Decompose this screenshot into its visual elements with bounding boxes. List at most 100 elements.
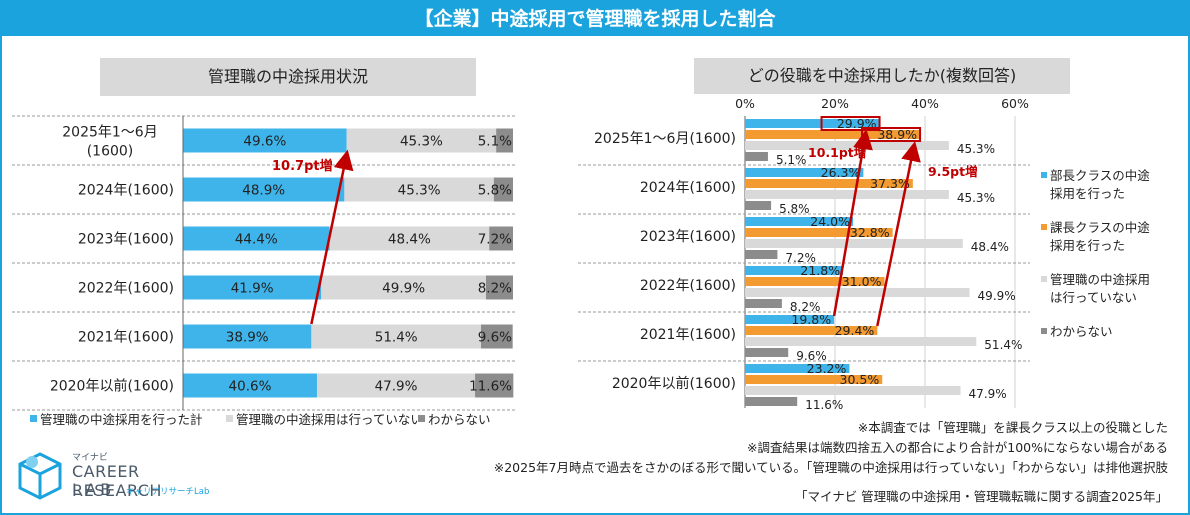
legend-label: 採用を行った <box>1050 186 1125 201</box>
logo-line4: キャリアリサーチLab <box>126 487 210 497</box>
legend-swatch <box>30 415 37 422</box>
bar-value-label: 7.2% <box>478 232 512 248</box>
bar <box>745 217 853 226</box>
bar-segment <box>475 373 514 398</box>
bar <box>745 152 768 161</box>
bar-value-label: 49.9% <box>978 289 1016 303</box>
bar-segment <box>183 128 347 153</box>
bar <box>745 326 878 335</box>
bar <box>745 250 778 259</box>
category-label: 2025年1～6月 <box>62 125 157 141</box>
category-label: 2020年以前(1600) <box>50 378 174 395</box>
bar-value-label: 48.4% <box>388 232 431 248</box>
bar-segment <box>183 177 345 202</box>
logo-cube-icon <box>18 452 62 500</box>
bar-value-label: 41.9% <box>231 281 274 297</box>
bar-value-label: 44.4% <box>235 232 278 248</box>
bar <box>745 228 893 237</box>
bar <box>745 288 970 297</box>
bar-value-label: 9.6% <box>796 349 827 363</box>
bar <box>745 315 835 324</box>
bar <box>745 299 782 308</box>
bar-value-label: 51.4% <box>375 330 418 346</box>
left-chart-title: 管理職の中途採用状況 <box>100 58 476 96</box>
bar <box>745 397 798 406</box>
category-label: 2024年(1600) <box>78 183 174 199</box>
increase-arrow <box>832 129 873 317</box>
category-label: 2022年(1600) <box>640 278 736 294</box>
bar-segment <box>344 177 494 202</box>
bar-value-label: 26.3% <box>821 165 861 180</box>
category-label: 2022年(1600) <box>78 281 174 297</box>
bar-segment <box>183 373 317 398</box>
x-tick-label: 20% <box>821 96 849 111</box>
bar-value-label: 47.9% <box>375 379 418 395</box>
bar-value-label: 8.2% <box>790 300 821 314</box>
page-title: 【企業】中途採用で管理職を採用した割合 <box>2 2 1188 36</box>
category-label: 2020年以前(1600) <box>612 375 736 392</box>
bar-value-label: 51.4% <box>984 338 1022 352</box>
bar <box>745 337 977 346</box>
bar <box>745 348 789 357</box>
bar-value-label: 11.6% <box>469 379 512 395</box>
bar-segment <box>311 324 481 349</box>
logo-line1: マイナビ <box>72 453 108 463</box>
bar-value-label: 24.0% <box>810 214 850 229</box>
bar-value-label: 21.8% <box>800 263 840 278</box>
logo-line3: LAB <box>72 480 116 499</box>
bar-value-label: 19.8% <box>791 312 831 327</box>
bar-value-label: 49.9% <box>382 281 425 297</box>
increase-arrow <box>310 149 354 325</box>
bar-value-label: 47.9% <box>969 387 1007 401</box>
bar-value-label: 5.1% <box>776 153 807 167</box>
bar-segment <box>183 275 322 300</box>
bar-value-label: 38.9% <box>877 127 917 142</box>
bar <box>745 119 880 128</box>
bar-value-label: 49.6% <box>243 134 286 150</box>
bar-value-label: 11.6% <box>805 398 843 412</box>
bar-segment <box>329 226 490 251</box>
bar-value-label: 48.9% <box>242 183 285 199</box>
bar-value-label: 8.2% <box>478 281 512 297</box>
x-tick-label: 40% <box>911 96 939 111</box>
bar <box>745 130 921 139</box>
category-label: 2023年(1600) <box>78 232 174 248</box>
bar-value-label: 9.6% <box>478 330 512 346</box>
x-tick-label: 0% <box>735 96 755 111</box>
legend-label: 採用を行った <box>1050 238 1125 253</box>
note-1: ※本調査では「管理職」を課長クラス以上の役職とした <box>857 420 1168 435</box>
legend-label: わからない <box>428 412 491 427</box>
bar <box>745 266 844 275</box>
legend-label: は行っていない <box>1050 290 1137 305</box>
bar-segment <box>493 177 513 202</box>
legend-label: 管理職の中途採用を行った計 <box>40 412 203 427</box>
note-3: ※2025年7月時点で過去をさかのぼる形で聞いている。「管理職の中途採用は行って… <box>493 460 1168 475</box>
legend-swatch <box>1041 172 1047 178</box>
highlight-box <box>820 116 881 131</box>
category-label: 2025年1～6月(1600) <box>594 131 736 147</box>
increase-annotation: 9.5pt増 <box>928 164 978 179</box>
legend-swatch <box>226 415 233 422</box>
bar-segment <box>489 226 513 251</box>
bar-value-label: 45.3% <box>400 134 443 150</box>
bar-value-label: 45.3% <box>957 191 995 205</box>
bar <box>745 190 949 199</box>
bar-value-label: 23.2% <box>807 361 847 376</box>
bar-segment <box>346 128 497 153</box>
logo-line2: CAREER RESEARCH <box>72 462 162 500</box>
source-text: 「マイナビ 管理職の中途採用・管理職転職に関する調査2025年」 <box>794 489 1168 504</box>
category-sublabel: (1600) <box>87 144 134 160</box>
bar-value-label: 45.3% <box>957 142 995 156</box>
bar <box>745 364 850 373</box>
bar-value-label: 40.6% <box>229 379 272 395</box>
category-label: 2024年(1600) <box>640 180 736 196</box>
legend-swatch <box>1041 328 1047 334</box>
bar-segment <box>321 275 486 300</box>
bar-value-label: 7.2% <box>785 251 816 265</box>
logo: マイナビ CAREER RESEARCH LAB キャリアリサーチLab <box>14 448 234 506</box>
bar <box>745 277 885 286</box>
increase-annotation: 10.1pt増 <box>808 145 866 160</box>
bar <box>745 141 949 150</box>
